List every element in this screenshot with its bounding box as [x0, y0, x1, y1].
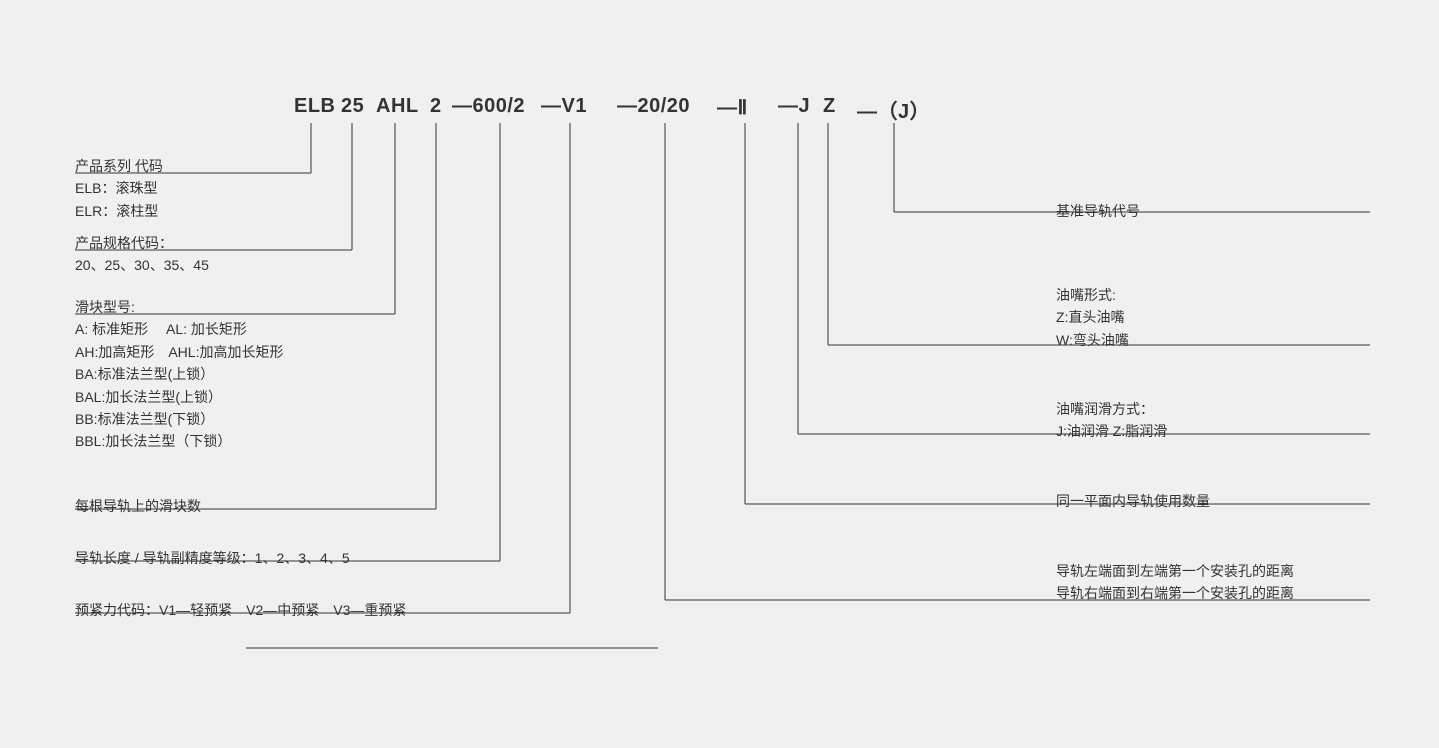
- right-block-line: 同一平面内导轨使用数量: [1056, 490, 1210, 512]
- left-block-line: 20、25、30、35、45: [75, 254, 209, 276]
- right-block-line: J:油润滑 Z:脂润滑: [1056, 420, 1167, 442]
- left-block-b3: 滑块型号:A: 标准矩形 AL: 加长矩形AH:加高矩形 AHL:加高加长矩形B…: [75, 296, 283, 453]
- right-block-line: 导轨右端面到右端第一个安装孔的距离: [1056, 582, 1294, 604]
- right-block-r5: 导轨左端面到左端第一个安装孔的距离导轨右端面到右端第一个安装孔的距离: [1056, 560, 1294, 605]
- right-block-line: Z:直头油嘴: [1056, 306, 1129, 328]
- right-block-line: 导轨左端面到左端第一个安装孔的距离: [1056, 560, 1294, 582]
- part-seg-rail_count: —Ⅱ: [717, 95, 748, 120]
- left-block-line: 预紧力代码：V1—轻预紧 V2—中预紧 V3—重预紧: [75, 599, 406, 621]
- left-block-line: 滑块型号:: [75, 296, 283, 318]
- left-block-line: A: 标准矩形 AL: 加长矩形: [75, 318, 283, 340]
- left-block-b2: 产品规格代码：20、25、30、35、45: [75, 232, 209, 277]
- left-block-b6: 预紧力代码：V1—轻预紧 V2—中预紧 V3—重预紧: [75, 599, 406, 621]
- part-seg-preload: —V1: [541, 95, 587, 118]
- left-block-b4: 每根导轨上的滑块数: [75, 495, 201, 517]
- part-seg-length_grade: —600/2: [452, 95, 525, 118]
- right-block-line: W:弯头油嘴: [1056, 329, 1129, 351]
- right-block-line: 油嘴形式:: [1056, 284, 1129, 306]
- part-seg-block: AHL: [376, 95, 419, 118]
- part-seg-end_dist: —20/20: [617, 95, 690, 118]
- right-block-r1: 基准导轨代号: [1056, 200, 1140, 222]
- part-seg-blocks_per_rail: 2: [430, 95, 442, 118]
- right-block-r4: 同一平面内导轨使用数量: [1056, 490, 1210, 512]
- left-block-line: BA:标准法兰型(上锁）: [75, 363, 283, 385]
- left-block-line: ELR：滚柱型: [75, 200, 163, 222]
- left-block-line: BAL:加长法兰型(上锁）: [75, 386, 283, 408]
- part-seg-size: 25: [341, 95, 364, 118]
- left-block-line: AH:加高矩形 AHL:加高加长矩形: [75, 341, 283, 363]
- right-block-r3: 油嘴润滑方式：J:油润滑 Z:脂润滑: [1056, 398, 1167, 443]
- left-block-line: BBL:加长法兰型（下锁）: [75, 430, 283, 452]
- part-seg-ref: —（J）: [857, 95, 930, 124]
- left-block-line: 产品规格代码：: [75, 232, 209, 254]
- right-block-line: 基准导轨代号: [1056, 200, 1140, 222]
- part-seg-nozzle: Z: [823, 95, 836, 118]
- left-block-line: 导轨长度 / 导轨副精度等级：1、2、3、4、5: [75, 547, 350, 569]
- left-block-b5: 导轨长度 / 导轨副精度等级：1、2、3、4、5: [75, 547, 350, 569]
- left-block-line: 每根导轨上的滑块数: [75, 495, 201, 517]
- left-block-line: 产品系列 代码: [75, 155, 163, 177]
- part-seg-series: ELB: [294, 95, 336, 118]
- left-block-line: ELB：滚珠型: [75, 177, 163, 199]
- part-seg-lube: —J: [778, 95, 810, 118]
- left-block-line: BB:标准法兰型(下锁）: [75, 408, 283, 430]
- right-block-line: 油嘴润滑方式：: [1056, 398, 1167, 420]
- right-block-r2: 油嘴形式:Z:直头油嘴W:弯头油嘴: [1056, 284, 1129, 351]
- left-block-b1: 产品系列 代码ELB：滚珠型ELR：滚柱型: [75, 155, 163, 222]
